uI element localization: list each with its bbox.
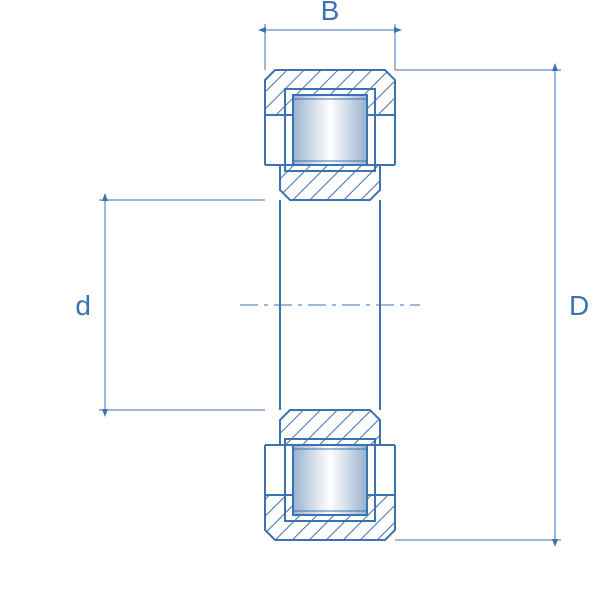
roller-bottom <box>285 439 375 521</box>
bearing-cross-section-diagram: B Dd <box>0 0 600 600</box>
label-b: B <box>321 0 340 26</box>
roller-top <box>285 89 375 171</box>
label-D: D <box>569 290 589 321</box>
label-d: d <box>75 290 91 321</box>
